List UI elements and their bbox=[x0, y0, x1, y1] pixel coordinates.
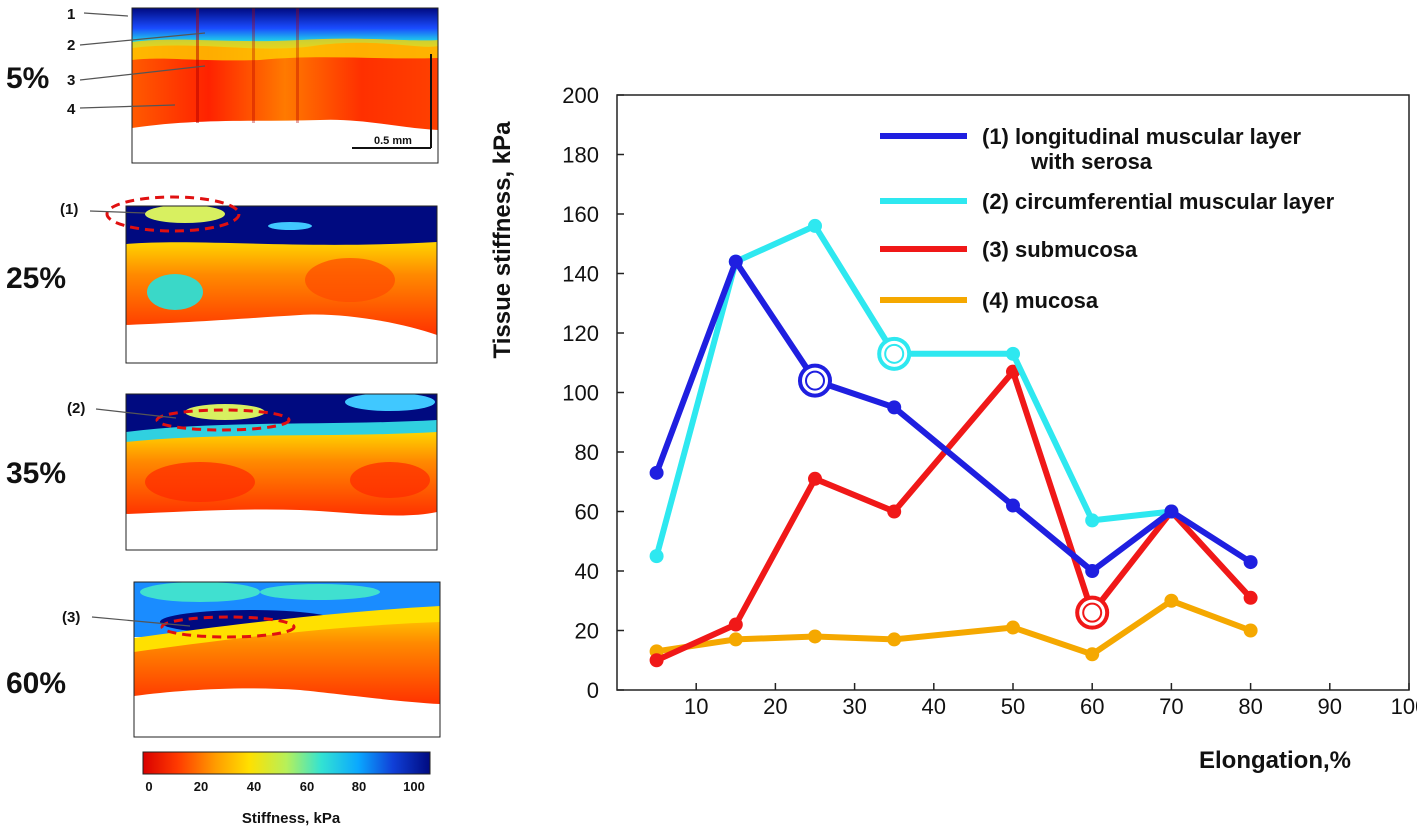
y-tick-label: 120 bbox=[562, 321, 599, 346]
panel-25-image bbox=[126, 206, 437, 363]
panel-label-60: 60% bbox=[6, 667, 67, 700]
series-3 bbox=[649, 364, 1258, 668]
panel-label-25: 25% bbox=[6, 262, 67, 295]
x-tick-label: 30 bbox=[842, 694, 866, 719]
x-tick-label: 20 bbox=[763, 694, 787, 719]
series-4-point bbox=[728, 632, 743, 647]
series-2-highlight-inner bbox=[884, 343, 905, 364]
panel-label-35: 35% bbox=[6, 457, 67, 490]
colorbar-tick-100: 100 bbox=[403, 779, 425, 794]
series-3-point bbox=[728, 617, 743, 632]
series-4-point bbox=[1085, 647, 1100, 662]
y-tick-label: 0 bbox=[587, 678, 599, 703]
y-tick-label: 20 bbox=[575, 619, 599, 644]
series-3-highlight-inner bbox=[1082, 602, 1103, 623]
series-3-point bbox=[1243, 590, 1258, 605]
series-1-point bbox=[1085, 564, 1100, 578]
panel-label-5: 5% bbox=[6, 62, 50, 95]
x-tick-label: 40 bbox=[922, 694, 946, 719]
series-1-point bbox=[649, 465, 664, 480]
series-3-line bbox=[653, 368, 1254, 664]
colorbar bbox=[142, 751, 431, 775]
x-tick-label: 80 bbox=[1238, 694, 1262, 719]
y-tick-label: 60 bbox=[575, 500, 599, 525]
y-tick-label: 160 bbox=[562, 202, 599, 227]
colorbar-tick-0: 0 bbox=[145, 779, 152, 794]
scale-bar-label: 0.5 mm bbox=[374, 135, 412, 147]
layer-label-1: 1 bbox=[67, 6, 75, 23]
elastography-figure: 1 2 3 4 0.5 mm (1) (2) bbox=[60, 6, 441, 827]
layer-label-3: 3 bbox=[67, 72, 75, 89]
series-4-point bbox=[887, 632, 902, 647]
y-tick-label: 140 bbox=[562, 262, 599, 287]
series-3-point bbox=[887, 504, 902, 519]
series-1-line bbox=[653, 258, 1254, 574]
panel-5-image bbox=[132, 8, 438, 163]
callout-1: (1) bbox=[60, 201, 78, 218]
panel-60-image bbox=[134, 582, 440, 737]
series-1-point bbox=[1006, 498, 1020, 513]
legend-label-3: (3) submucosa bbox=[982, 237, 1138, 262]
x-tick-label: 10 bbox=[684, 694, 708, 719]
colorbar-label: Stiffness, kPa bbox=[242, 810, 341, 827]
colorbar-tick-80: 80 bbox=[352, 779, 366, 794]
series-1-point bbox=[887, 400, 902, 415]
colorbar-tick-20: 20 bbox=[194, 779, 208, 794]
series-2-line bbox=[653, 222, 1175, 560]
colorbar-ticks: 0 20 40 60 80 100 bbox=[145, 779, 424, 794]
x-tick-label: 100 bbox=[1391, 694, 1417, 719]
series-4-point bbox=[1006, 620, 1020, 635]
series-2-point bbox=[1006, 346, 1020, 361]
y-tick-label: 200 bbox=[562, 83, 599, 108]
x-axis-label: Elongation,% bbox=[1199, 747, 1351, 774]
x-tick-label: 90 bbox=[1318, 694, 1342, 719]
legend-label-1: (1) longitudinal muscular layer bbox=[982, 124, 1302, 149]
series-2 bbox=[649, 218, 1179, 564]
series-1-point bbox=[728, 254, 743, 269]
series-4-point bbox=[1243, 623, 1258, 638]
layer-label-4: 4 bbox=[67, 101, 76, 118]
series-2-point bbox=[649, 549, 664, 564]
legend-label-4: (4) mucosa bbox=[982, 288, 1099, 313]
series-1-highlight-inner bbox=[805, 370, 825, 391]
legend-label-2: (2) circumferential muscular layer bbox=[982, 189, 1335, 214]
y-tick-label: 180 bbox=[562, 143, 599, 168]
series-1-point bbox=[1243, 555, 1258, 570]
series-4-line bbox=[653, 597, 1254, 658]
series-3-point bbox=[1006, 364, 1020, 379]
plot-frame bbox=[616, 94, 1410, 691]
series-2-point bbox=[808, 218, 822, 233]
y-tick-label: 100 bbox=[562, 381, 599, 406]
series-1-point bbox=[1164, 504, 1179, 519]
series-3-point bbox=[649, 653, 664, 668]
series-3-point bbox=[808, 471, 822, 486]
series-4-point bbox=[1164, 593, 1179, 608]
layer-label-2: 2 bbox=[67, 37, 75, 54]
x-tick-label: 60 bbox=[1080, 694, 1104, 719]
series-2-point bbox=[1085, 513, 1100, 528]
callout-3: (3) bbox=[62, 609, 80, 626]
x-tick-label: 70 bbox=[1159, 694, 1183, 719]
y-axis-label: Tissue stiffness, kPa bbox=[489, 121, 516, 359]
callout-2: (2) bbox=[67, 400, 85, 417]
x-tick-label: 50 bbox=[1001, 694, 1025, 719]
legend-label-1-line2: with serosa bbox=[1030, 149, 1153, 174]
stiffness-line-chart: 0 20 40 60 80 100 120 140 160 180 200 10 20 30 40 50 60 7… bbox=[489, 83, 1417, 774]
colorbar-tick-60: 60 bbox=[300, 779, 314, 794]
colorbar-tick-40: 40 bbox=[247, 779, 261, 794]
series-4-point bbox=[808, 629, 822, 644]
series-1 bbox=[649, 254, 1258, 578]
y-tick-label: 40 bbox=[575, 559, 599, 584]
y-tick-label: 80 bbox=[575, 440, 599, 465]
panel-35-image bbox=[126, 394, 437, 550]
